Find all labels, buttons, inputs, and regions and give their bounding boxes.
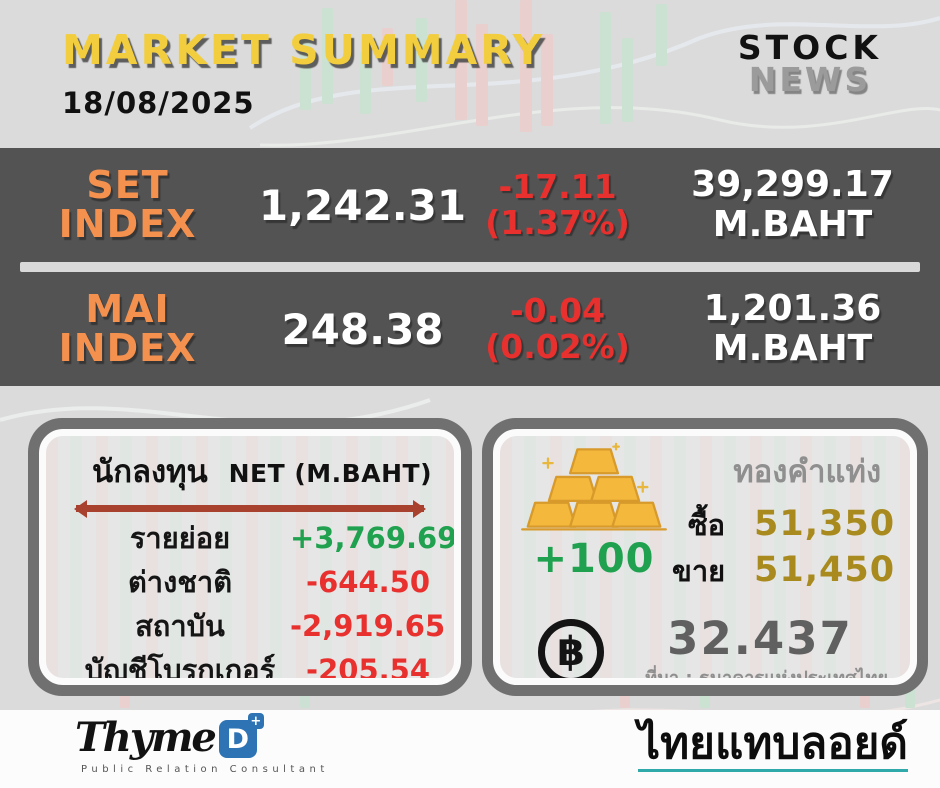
panel-divider: [20, 262, 920, 272]
stock-news-logo-bottom: NEWS: [748, 60, 872, 100]
set-index-change: -17.11 (1.37%): [485, 167, 630, 242]
investor-row-foreign: ต่างชาติ -644.50: [127, 565, 430, 599]
double-arrow-divider: [74, 499, 426, 518]
thymed-logo-word: Thyme: [75, 714, 217, 761]
investors-title: นักลงทุน: [92, 454, 208, 490]
publisher-logo: ไทยแทบลอยด์: [638, 719, 908, 773]
footer: Thyme D + Public Relation Consultant ไทย…: [0, 710, 940, 788]
plus-icon: +: [247, 713, 264, 729]
baht-coin-icon: ฿: [538, 619, 604, 678]
mai-index-value: 248.38: [281, 304, 444, 354]
mai-index-turnover: 1,201.36 M.BAHT: [703, 288, 882, 369]
foreign-net-value: -644.50: [306, 565, 430, 599]
header: MARKET SUMMARY 18/08/2025 STOCK NEWS: [0, 0, 940, 148]
mai-index-change: -0.04 (0.02%): [485, 291, 630, 366]
set-index-label: SET INDEX: [58, 163, 197, 246]
retail-net-value: +3,769.69: [290, 521, 458, 555]
gold-price-card: +100 ทองคำแท่ง ซื้อ 51,350 ขาย 51,450: [482, 418, 928, 696]
stock-news-logo: STOCK NEWS: [737, 28, 882, 100]
set-index-turnover: 39,299.17 M.BAHT: [691, 164, 894, 245]
mai-index-label: MAI INDEX: [58, 287, 197, 370]
source-attribution: ที่มา : ธนาคารแห่งประเทศไทย: [645, 668, 888, 685]
usd-thb-exchange-rate: 32.437: [667, 612, 853, 665]
institution-net-value: -2,919.65: [290, 609, 446, 643]
report-date: 18/08/2025: [62, 86, 255, 120]
gold-bars-icon: [521, 442, 667, 531]
investor-row-broker: บัญชีโบรกเกอร์ -205.54: [84, 653, 430, 685]
investor-row-retail: รายย่อย +3,769.69: [129, 521, 458, 555]
gold-buy-row: ซื้อ 51,350: [688, 504, 896, 544]
mai-index-row: MAI INDEX 248.38 -0.04 (0.02%) 1,201.36 …: [0, 272, 940, 386]
thymed-logo: Thyme D + Public Relation Consultant: [75, 713, 329, 775]
gold-change-value: +100: [533, 536, 655, 582]
set-index-value: 1,242.31: [258, 180, 467, 230]
net-mbaht-header: NET (M.BAHT): [228, 459, 432, 488]
gold-title: ทองคำแท่ง: [733, 454, 882, 490]
stock-news-logo-top: STOCK: [737, 28, 882, 67]
investor-flows-card: นักลงทุน NET (M.BAHT) รายย่อย +3,769.69 …: [28, 418, 472, 696]
investor-row-institution: สถาบัน -2,919.65: [135, 609, 446, 643]
gold-sell-value: 51,450: [754, 550, 896, 590]
thymed-logo-badge: D +: [218, 713, 264, 758]
gold-sell-row: ขาย 51,450: [672, 550, 896, 590]
set-index-row: SET INDEX 1,242.31 -17.11 (1.37%) 39,299…: [0, 148, 940, 262]
thymed-logo-tagline: Public Relation Consultant: [81, 764, 329, 775]
broker-net-value: -205.54: [306, 653, 430, 685]
index-summary-panel: SET INDEX 1,242.31 -17.11 (1.37%) 39,299…: [0, 148, 940, 386]
gold-buy-value: 51,350: [754, 504, 896, 544]
page-title: MARKET SUMMARY: [62, 26, 546, 74]
